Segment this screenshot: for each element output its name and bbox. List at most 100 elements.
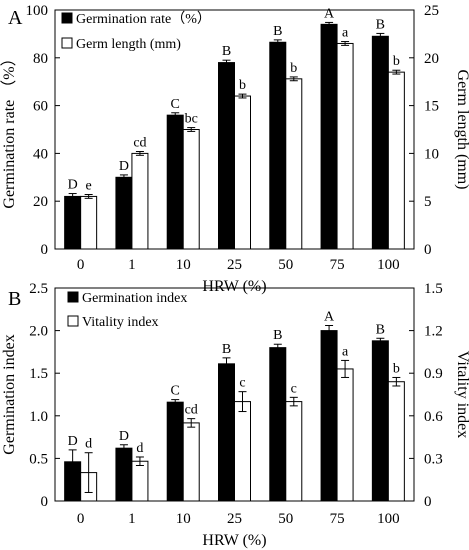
x-tick-label: 50 [278,511,293,527]
x-tick-label: 100 [377,257,400,273]
significance-letter: C [171,384,180,399]
significance-letter: B [376,322,385,337]
significance-letter: cd [133,135,146,150]
bar-secondary [336,42,354,250]
y2-tick-label: 0 [424,242,432,258]
y-tick-label: 100 [26,3,49,19]
significance-letter: B [273,24,282,39]
y-tick-label: 1.0 [29,409,48,425]
y2-tick-label: 5 [424,194,432,210]
significance-letter: b [393,54,400,69]
x-tick-label: 100 [377,511,400,527]
y-tick-label: 0.5 [29,451,48,467]
significance-letter: c [291,381,297,396]
panel-label: B [8,288,21,310]
y2-tick-label: 1.2 [424,324,443,340]
x-tick-label: 50 [278,257,293,273]
significance-letter: b [290,61,297,76]
bar-primary [269,41,287,250]
y-tick-label: 2.0 [29,324,48,340]
y2-tick-label: 0.3 [424,451,443,467]
y-tick-label: 40 [33,146,48,162]
panel-label: A [8,7,23,29]
bar-secondary [336,368,354,502]
x-tick-label: 1 [128,257,136,273]
legend-swatch [61,37,73,49]
significance-letter: D [68,178,78,193]
x-tick-label: 1 [128,511,136,527]
significance-letter: b [239,78,246,93]
bar-secondary [131,460,149,502]
bar-secondary [387,71,405,250]
bar-secondary [182,129,200,250]
y-tick-label: 20 [33,194,48,210]
legend-label: Germ length (mm) [76,37,181,52]
y2-tick-label: 0.9 [424,366,443,382]
legend-swatch [67,291,79,303]
chart-panel-B: B 0 0.5 1.0 1.5 2.0 2.5 0 0.3 0.6 0.9 1.2 1.5 Germina… [1,281,469,549]
x-axis-title: HRW (%) [202,278,266,295]
x-tick-label: 25 [227,257,242,273]
legend-swatch [61,12,73,24]
x-tick-label: 75 [330,511,345,527]
x-tick-label: 0 [77,257,85,273]
significance-letter: D [119,429,129,444]
bar-primary [269,347,287,502]
bar-secondary [387,381,405,502]
significance-letter: cd [185,403,198,418]
bar-primary [371,340,389,502]
significance-letter: B [376,17,385,32]
y-tick-label: 60 [33,99,48,115]
significance-letter: b [393,361,400,376]
bar-primary [115,176,133,250]
bar-secondary [234,95,251,250]
bar-primary [166,401,184,502]
bar-primary [320,330,338,502]
y2-tick-label: 20 [424,51,439,67]
significance-letter: B [222,44,231,59]
legend-label: Germination rate（%） [76,11,211,27]
bar-primary [320,23,338,250]
y-tick-label: 80 [33,51,48,67]
y2-tick-label: 25 [424,3,439,19]
legend-swatch [67,315,79,327]
bar-secondary [80,195,98,250]
y2-axis-title: Vitality index [454,351,469,438]
y-tick-label: 0 [41,242,49,258]
bar-primary [218,62,235,250]
bar-secondary [234,401,251,502]
x-tick-label: 10 [176,511,191,527]
x-tick-label: 25 [227,511,242,527]
x-tick-label: 75 [330,257,345,273]
y2-tick-label: 1.5 [424,281,443,297]
x-tick-label: 0 [77,511,85,527]
significance-letter: A [324,6,335,21]
significance-letter: d [136,441,143,456]
y2-axis-title: Germ length (mm) [454,70,469,190]
significance-letter: d [85,437,92,452]
significance-letter: B [273,328,282,343]
bar-secondary [285,401,303,502]
bar-primary [166,114,184,250]
y2-tick-label: 10 [424,146,439,162]
legend-label: Germination index [82,291,187,306]
bar-primary [64,195,82,250]
bar-secondary [285,78,303,250]
significance-letter: D [119,159,129,174]
y2-tick-label: 15 [424,99,439,115]
significance-letter: A [324,309,335,324]
significance-letter: e [86,179,92,194]
y-tick-label: 1.5 [29,366,48,382]
y-tick-label: 2.5 [29,281,48,297]
significance-letter: bc [185,112,198,127]
x-axis-title: HRW (%) [202,532,266,549]
significance-letter: D [68,434,78,449]
bar-secondary [131,152,149,250]
significance-letter: B [222,342,231,357]
legend-label: Vitality index [82,315,159,330]
bar-secondary [182,422,200,502]
bar-primary [115,447,133,502]
y2-tick-label: 0.6 [424,409,443,425]
